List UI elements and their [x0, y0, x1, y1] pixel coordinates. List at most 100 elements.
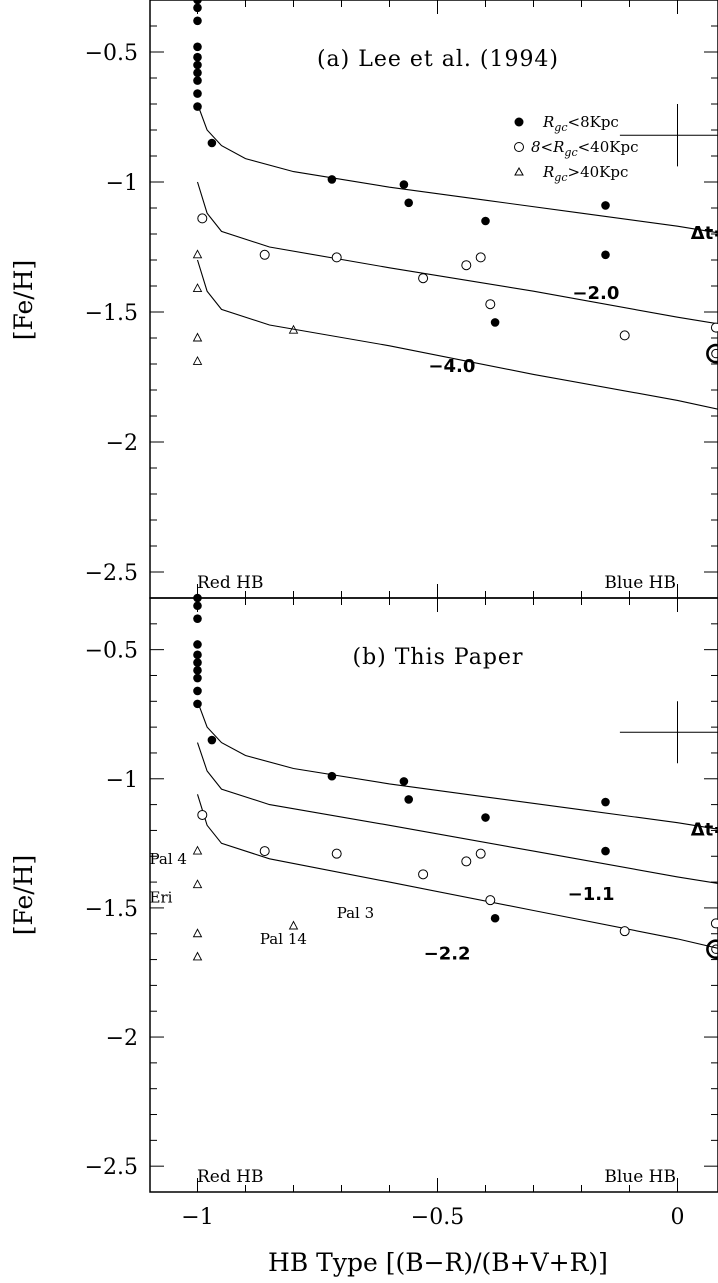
point-mid-cluster-b — [461, 856, 472, 867]
x-axis-label: HB Type [(B−R)/(B+V+R)] — [268, 1248, 608, 1277]
point-inner-cluster-a — [207, 138, 217, 148]
model-curve-a-1 — [196, 181, 718, 325]
curve-label-b-2: −2.2 — [424, 944, 471, 965]
point-inner-cluster-b — [193, 673, 202, 683]
point-inner-cluster-a — [404, 198, 414, 208]
point-mid-cluster-b — [259, 846, 270, 857]
m3-marker-b — [706, 939, 718, 960]
y-tick-label-a: −1 — [106, 171, 138, 196]
point-inner-cluster-b — [327, 771, 337, 781]
point-inner-cluster-b — [207, 735, 217, 745]
blue-hb-label-b: Blue HB — [604, 1167, 676, 1187]
model-curve-b-0 — [196, 701, 718, 830]
cluster-label: Pal 4 — [150, 850, 187, 868]
point-outer-cluster-a — [192, 283, 203, 293]
point-outer-cluster-b — [192, 845, 203, 855]
legend-label: Rgc>40Kpc — [542, 163, 628, 184]
y-tick-label-b: −2 — [106, 1026, 138, 1051]
legend-label: 8<Rgc<40Kpc — [531, 138, 638, 159]
model-curve-a-0 — [196, 103, 718, 234]
panel-a: −0.5 −1 −1.5 −2 −2.5 (a) Lee et al. (1994) Δt=… — [85, 0, 718, 599]
point-mid-cluster-b — [331, 848, 342, 859]
point-inner-cluster-a — [193, 76, 202, 85]
cluster-label: Pal 14 — [260, 930, 307, 948]
point-mid-cluster-b — [485, 895, 496, 906]
legend-marker-triangle — [514, 166, 524, 176]
point-mid-cluster-a — [197, 213, 208, 224]
panel-b: −0.5 −1 −1.5 −2 −2.5 (b) This Paper Δt=0.0 −1.1… — [85, 593, 718, 1193]
point-outer-cluster-a — [192, 332, 203, 342]
point-inner-cluster-b — [481, 813, 490, 822]
curve-label-a-1: −2.0 — [572, 283, 619, 304]
y-tick-label-b: −0.5 — [85, 639, 138, 664]
y-axis-label-a: [Fe/H] — [9, 260, 38, 341]
point-inner-cluster-b — [193, 666, 202, 675]
point-inner-cluster-b — [193, 658, 202, 667]
point-inner-cluster-a — [601, 250, 610, 260]
point-inner-cluster-a — [601, 201, 610, 210]
point-inner-cluster-b — [404, 795, 414, 804]
point-outer-cluster-a — [192, 355, 203, 365]
point-inner-cluster-b — [601, 797, 610, 807]
point-inner-cluster-a — [193, 16, 202, 26]
point-mid-cluster-a — [710, 322, 718, 333]
point-inner-cluster-b — [193, 614, 202, 623]
point-inner-cluster-b — [399, 777, 409, 786]
point-mid-cluster-b — [619, 926, 630, 937]
point-mid-cluster-a — [259, 249, 270, 260]
point-inner-cluster-a — [193, 3, 202, 13]
y-axis-label-b: [Fe/H] — [9, 855, 38, 936]
point-inner-cluster-b — [193, 601, 202, 611]
point-inner-cluster-a — [193, 52, 202, 62]
point-outer-cluster-b — [288, 920, 299, 930]
point-inner-cluster-b — [490, 913, 500, 923]
panel-title-b: (b) This Paper — [353, 645, 524, 670]
y-tick-label-b: −2.5 — [85, 1155, 138, 1180]
curve-label-b-1: −1.1 — [568, 884, 615, 905]
point-inner-cluster-a — [193, 68, 202, 78]
point-inner-cluster-b — [601, 846, 610, 856]
x-tick-label: −1 — [181, 1205, 213, 1230]
point-inner-cluster-b — [193, 640, 202, 649]
model-curve-b-2 — [196, 794, 718, 949]
point-inner-cluster-a — [193, 60, 202, 70]
curve-label-a-2: −4.0 — [428, 356, 475, 377]
x-tick-label: −0.5 — [411, 1205, 464, 1230]
m3-marker-inner-a — [711, 348, 718, 359]
legend-marker-filled — [514, 117, 524, 127]
y-tick-label-a: −2 — [106, 431, 138, 456]
plot-frame-a — [149, 0, 718, 599]
point-inner-cluster-b — [193, 593, 202, 603]
point-mid-cluster-a — [485, 299, 496, 310]
y-tick-label-a: −0.5 — [85, 41, 138, 66]
point-outer-cluster-b — [192, 928, 203, 938]
point-inner-cluster-a — [193, 102, 202, 111]
x-axis: −1−0.500.51 — [181, 1205, 684, 1230]
legend: Rgc<8Kpc 8<Rgc<40Kpc Rgc>40Kpc — [514, 113, 638, 184]
curve-label-b-0: Δt=0.0 — [691, 820, 718, 841]
point-inner-cluster-a — [327, 175, 337, 184]
point-inner-cluster-a — [490, 318, 500, 327]
m3-marker-a — [706, 343, 718, 364]
point-mid-cluster-b — [418, 869, 429, 880]
point-mid-cluster-a — [418, 273, 429, 284]
point-outer-cluster-a — [288, 324, 299, 334]
point-inner-cluster-b — [193, 650, 202, 660]
point-inner-cluster-b — [193, 699, 202, 709]
point-inner-cluster-a — [193, 89, 202, 98]
point-inner-cluster-a — [481, 216, 490, 226]
m3-marker-inner-b — [711, 944, 718, 954]
point-mid-cluster-a — [461, 260, 472, 271]
point-mid-cluster-b — [197, 809, 208, 820]
point-outer-cluster-b — [192, 951, 203, 961]
point-mid-cluster-a — [475, 252, 486, 263]
y-tick-label-a: −1.5 — [85, 301, 138, 326]
legend-label: Rgc<8Kpc — [542, 113, 619, 134]
model-curve-b-1 — [196, 742, 718, 885]
y-tick-label-b: −1 — [106, 768, 138, 793]
point-inner-cluster-a — [399, 180, 409, 189]
point-outer-cluster-b — [192, 879, 203, 889]
panel-title-a: (a) Lee et al. (1994) — [317, 47, 559, 72]
point-mid-cluster-a — [331, 252, 342, 263]
